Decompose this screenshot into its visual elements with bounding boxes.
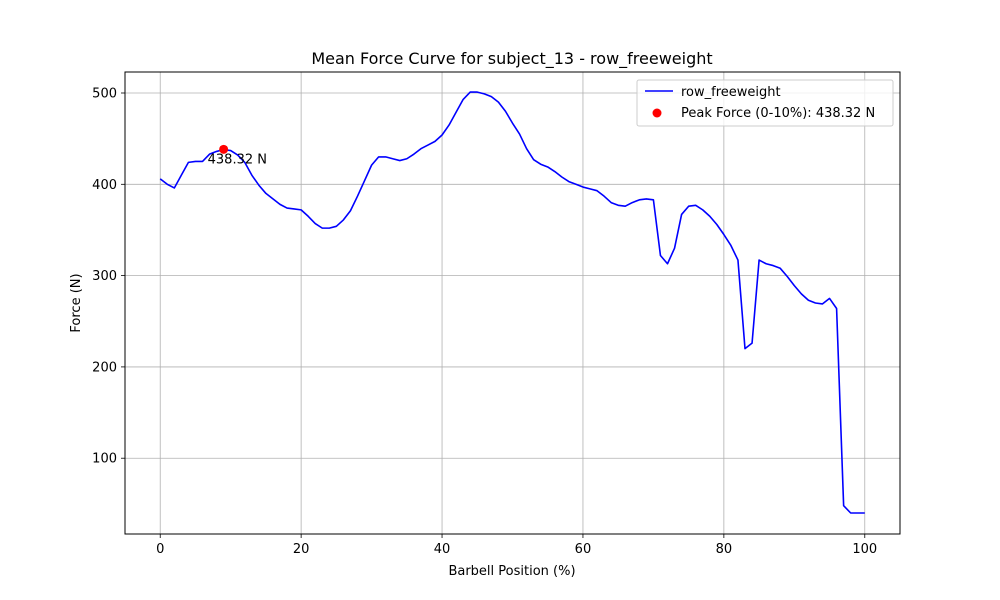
legend-box <box>636 79 894 127</box>
series-line-row-freeweight <box>159 91 865 514</box>
x-tick-label: 100 <box>852 542 877 557</box>
plot-frame <box>124 71 901 535</box>
series-layer: 438.32 N <box>159 91 865 514</box>
x-tick-label: 40 <box>434 542 451 557</box>
legend-marker-swatch <box>652 108 662 118</box>
chart-title: Mean Force Curve for subject_13 - row_fr… <box>311 49 712 69</box>
x-tick-label: 60 <box>575 542 592 557</box>
peak-force-point <box>219 144 229 154</box>
x-axis-ticks: 0 20 40 60 80 100 <box>156 534 877 557</box>
y-axis-label: Force (N) <box>69 273 84 332</box>
legend-entry-series: row_freeweight <box>681 85 781 100</box>
y-tick-label: 400 <box>92 178 117 193</box>
y-tick-label: 200 <box>92 360 117 375</box>
y-axis-ticks: 100 200 300 400 500 <box>92 87 125 467</box>
y-tick-label: 300 <box>92 269 117 284</box>
x-axis-label: Barbell Position (%) <box>448 564 575 579</box>
peak-force-annotation: 438.32 N <box>208 152 267 167</box>
y-tick-label: 500 <box>92 87 117 102</box>
y-tick-label: 100 <box>92 452 117 467</box>
legend: row_freeweight Peak Force (0-10%): 438.3… <box>636 79 894 127</box>
x-tick-label: 20 <box>293 542 310 557</box>
x-tick-label: 0 <box>156 542 164 557</box>
x-tick-label: 80 <box>716 542 733 557</box>
legend-entry-peak: Peak Force (0-10%): 438.32 N <box>681 106 875 121</box>
